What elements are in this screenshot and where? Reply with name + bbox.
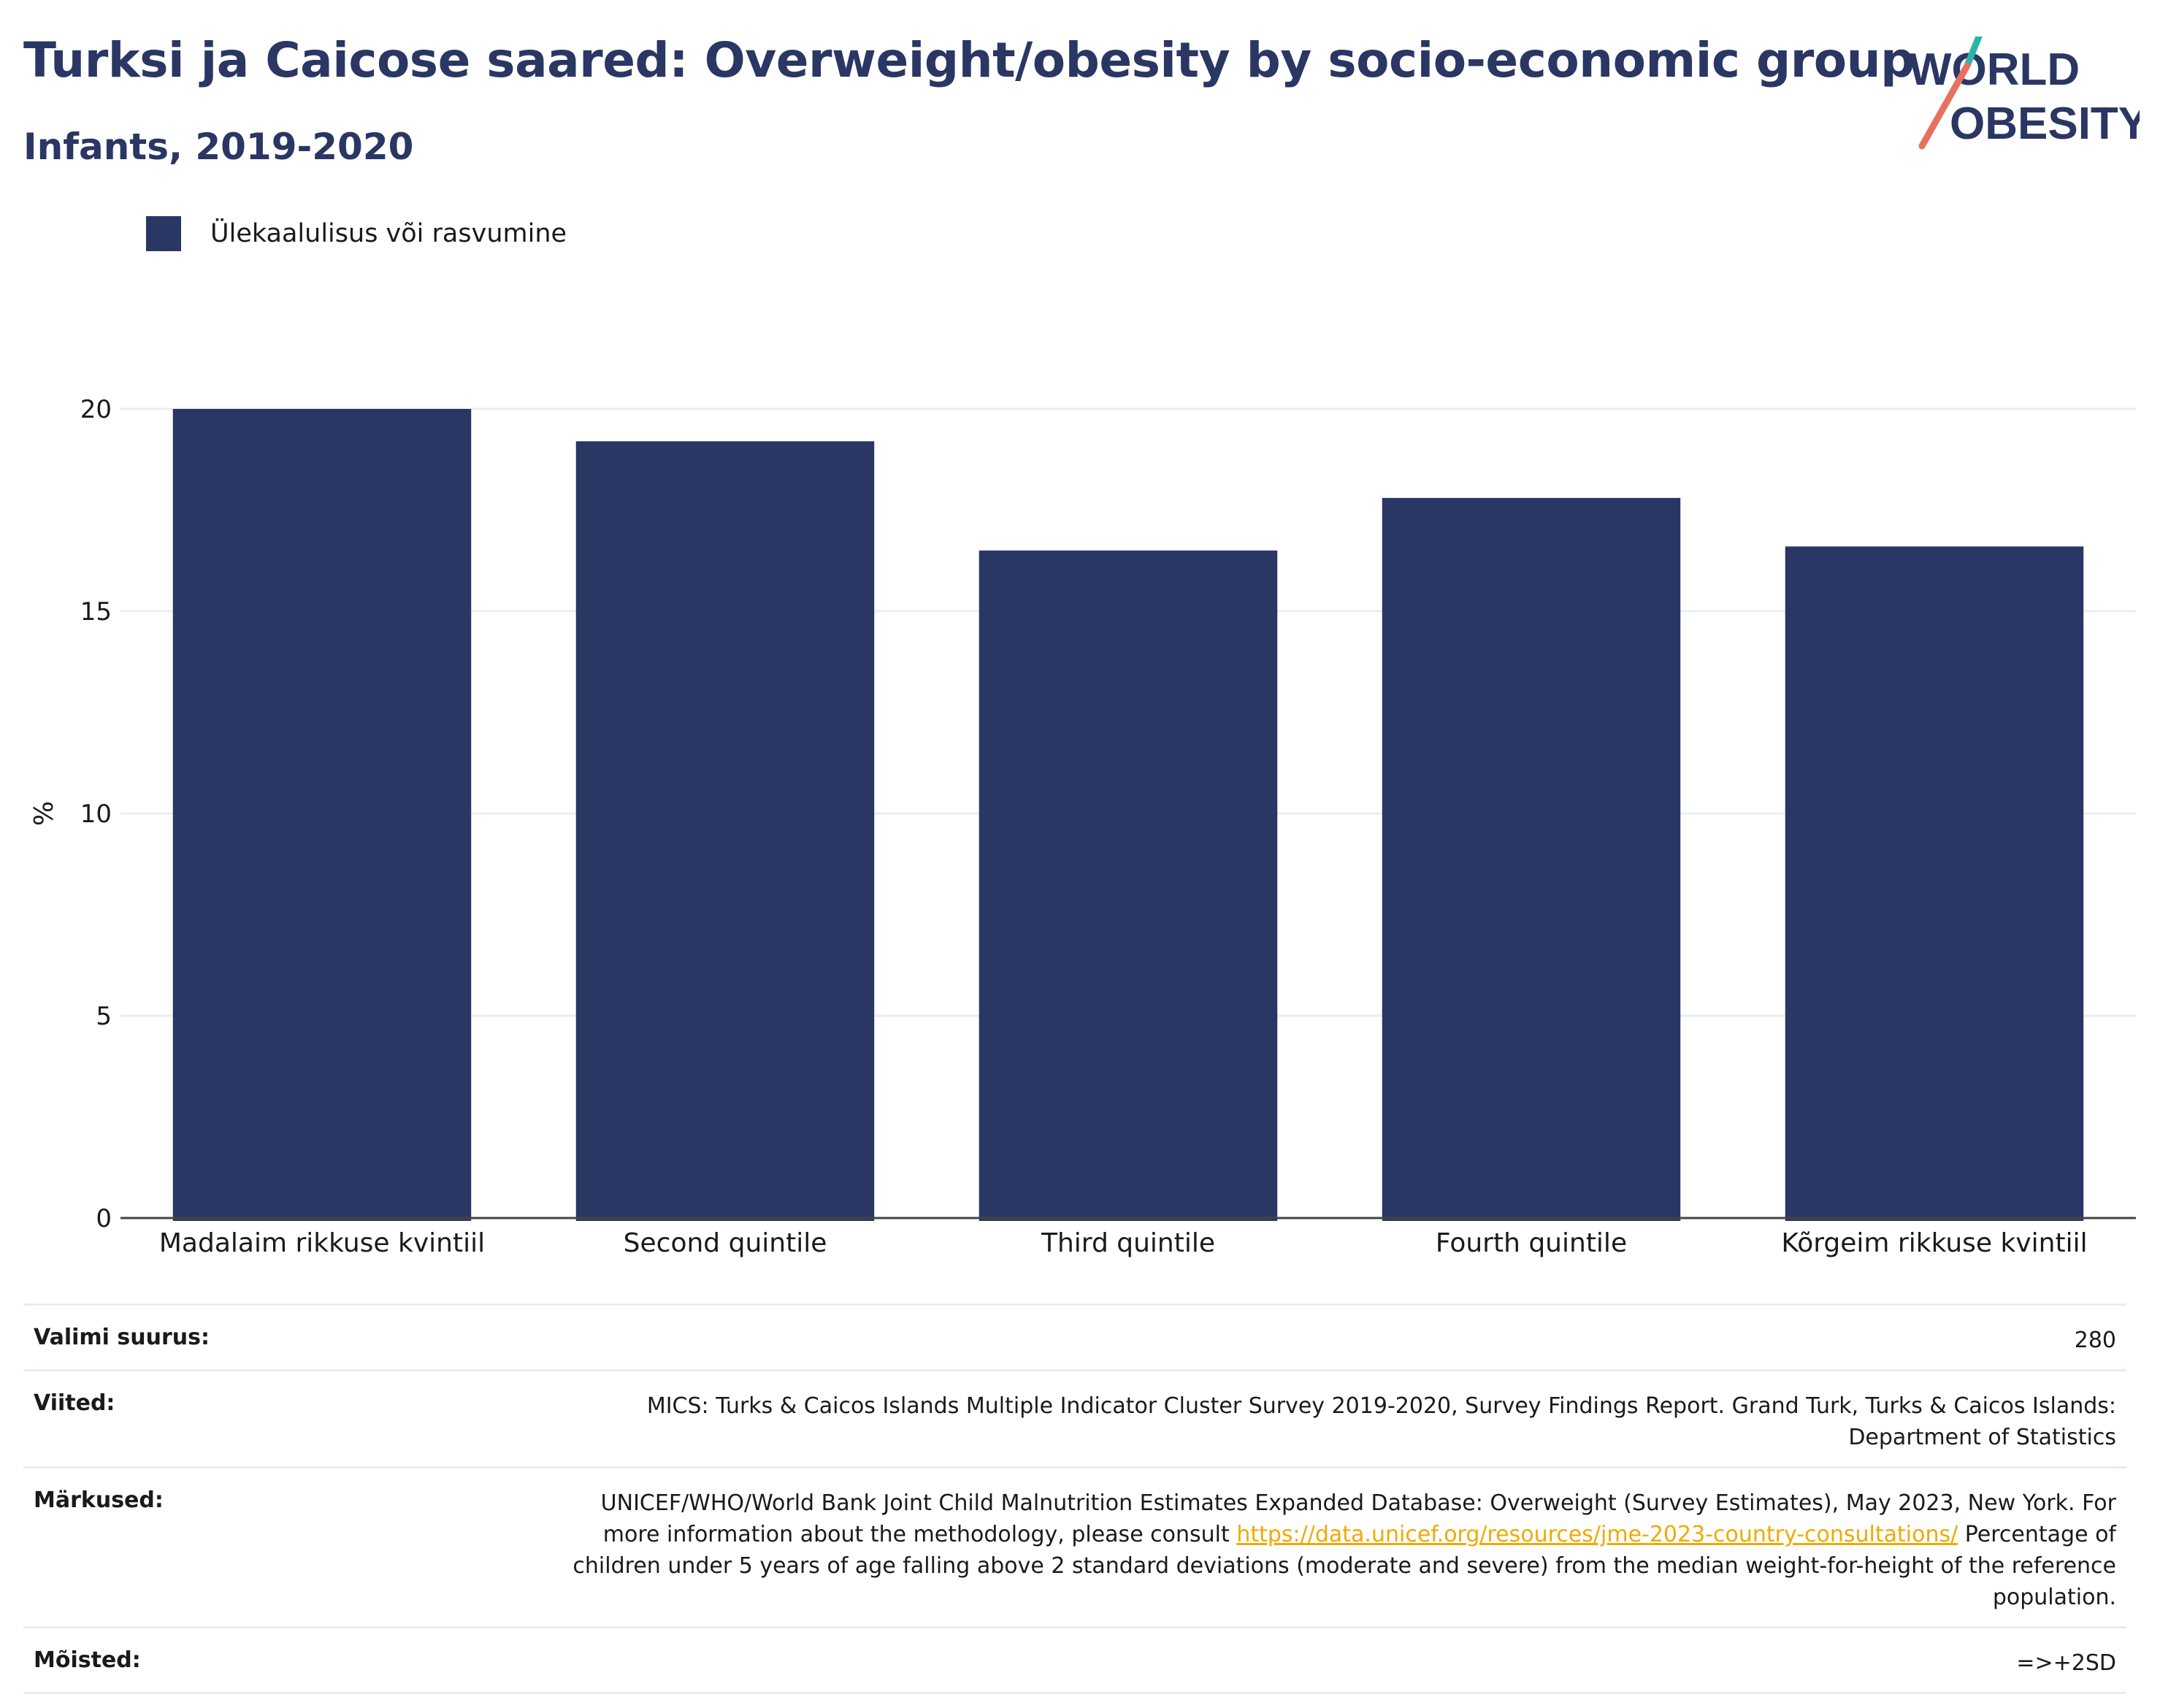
metadata-table: Valimi suurus: 280 Viited: MICS: Turks &… [23,1303,2126,1694]
x-tick-label: Second quintile [624,1228,827,1258]
world-obesity-logo: WORLD OBESITY [1909,37,2140,150]
references-label: Viited: [34,1390,115,1416]
bar [978,550,1278,1221]
logo-line2: OBESITY [1950,99,2140,149]
bar [1785,546,2084,1221]
chart-subtitle: Infants, 2019-2020 [23,126,414,168]
x-tick-label: Kõrgeim rikkuse kvintiil [1781,1228,2087,1258]
bar [1382,497,1681,1221]
x-tick-label: Madalaim rikkuse kvintiil [159,1228,485,1258]
x-tick-label: Fourth quintile [1436,1228,1627,1258]
legend-label: Ülekaalulisus või rasvumine [210,219,567,248]
y-tick-label: 15 [80,597,112,627]
meta-row-sample: Valimi suurus: 280 [23,1303,2126,1369]
notes-label: Märkused: [34,1487,164,1513]
chart-legend: Ülekaalulisus või rasvumine [146,216,567,251]
definitions-label: Mõisted: [34,1647,141,1673]
meta-row-definitions: Mõisted: =>+2SD [23,1626,2126,1694]
y-axis-label: % [29,801,59,826]
sample-size-value: 280 [2074,1328,2116,1353]
logo-slash-teal [1964,37,1983,69]
y-tick-label: 0 [96,1204,112,1233]
notes-text-1: UNICEF/WHO/World Bank Joint Child Malnut… [600,1490,2116,1547]
legend-swatch [146,216,181,251]
definitions-value: =>+2SD [2016,1650,2116,1676]
bar [172,409,472,1221]
x-tick-label: Third quintile [1041,1228,1215,1258]
y-tick-label: 5 [96,1002,112,1031]
meta-row-references: Viited: MICS: Turks & Caicos Islands Mul… [23,1369,2126,1466]
meta-row-notes: Märkused: UNICEF/WHO/World Bank Joint Ch… [23,1466,2126,1626]
bar-chart: 0 5 10 15 20% Madalaim rikkuse kvintiil Second… [29,395,2136,1258]
y-tick-label: 10 [80,800,112,829]
sample-size-label: Valimi suurus: [34,1325,210,1350]
bar [575,441,875,1221]
chart-title: Turksi ja Caicose saared: Overweight/obe… [23,32,1915,88]
notes-value: UNICEF/WHO/World Bank Joint Child Malnut… [568,1487,2116,1613]
logo-slash-coral [1918,62,1971,150]
references-value: MICS: Turks & Caicos Islands Multiple In… [646,1393,2116,1450]
methodology-link[interactable]: https://data.unicef.org/resources/jme-20… [1236,1522,1958,1547]
notes-text-2: Percentage of children under 5 years of … [572,1522,2116,1610]
logo-line1: WORLD [1909,45,2080,95]
y-tick-label: 20 [80,395,112,424]
